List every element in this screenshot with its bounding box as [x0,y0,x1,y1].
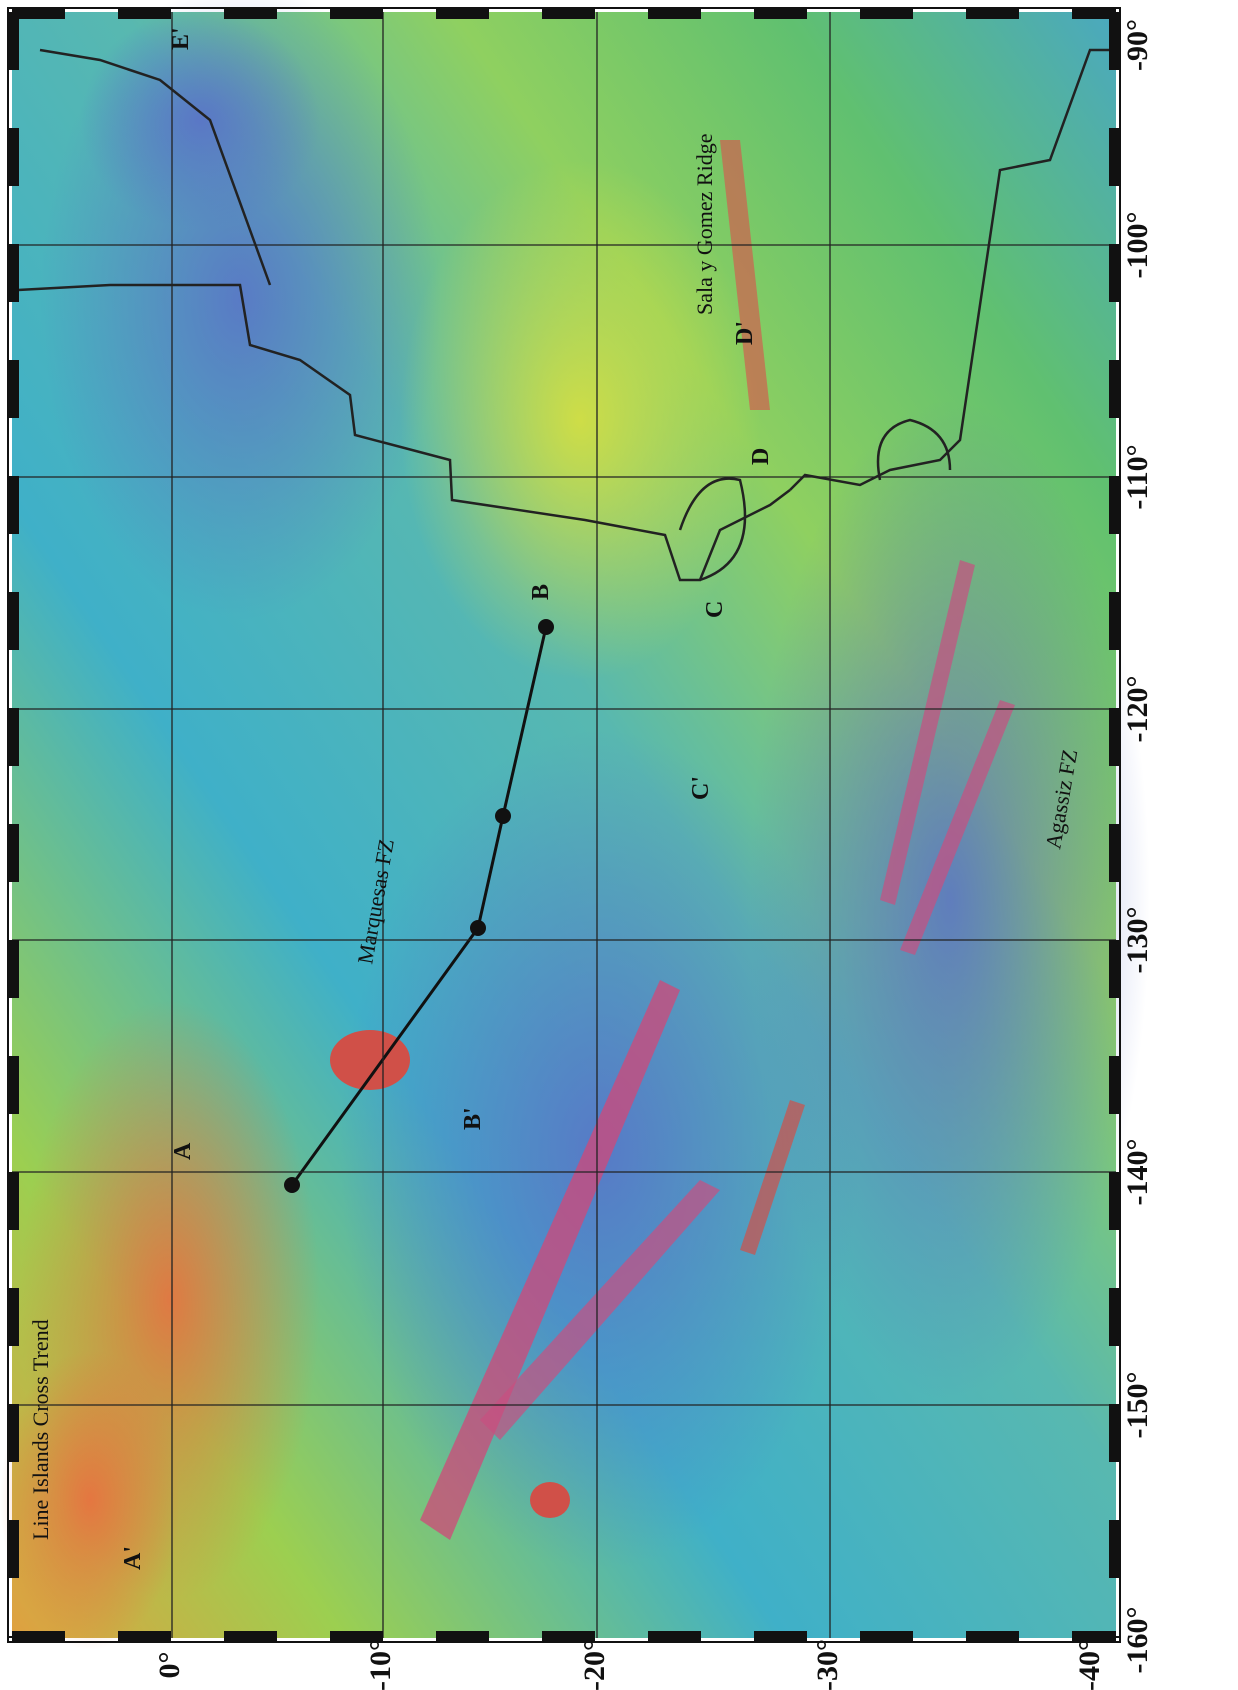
point-label: B' [460,1107,486,1130]
map: -160° -150° -140° -130° -120° -110° -100… [0,0,1238,1690]
point-label: E' [168,27,194,50]
latitude-label: -10° [364,1639,397,1690]
point-label: D [748,448,774,465]
longitude-label: -150° [1121,1372,1154,1439]
longitude-label: -90° [1121,19,1154,71]
point-label: A [170,1142,196,1160]
longitude-label: -130° [1121,907,1154,974]
feature-label: Sala y Gomez Ridge [692,134,717,315]
latitude-label: -40° [1073,1639,1106,1690]
latitude-label: 0° [153,1652,186,1679]
point-label: C [702,601,728,618]
longitude-label: -160° [1121,1607,1154,1674]
longitude-label: -120° [1121,676,1154,743]
latitude-label: -30° [811,1639,844,1690]
point-label: D' [732,321,758,345]
point-label: B [528,584,554,600]
feature-label: Line Islands Cross Trend [28,1319,53,1540]
longitude-label: -110° [1121,444,1154,509]
latitude-labels: 0° -10° -20° -30° -40° [153,1639,1106,1690]
point-label: A' [120,1546,146,1570]
longitude-label: -140° [1121,1139,1154,1206]
point-label: C' [688,776,714,800]
longitude-label: -100° [1121,212,1154,279]
latitude-label: -20° [578,1639,611,1690]
